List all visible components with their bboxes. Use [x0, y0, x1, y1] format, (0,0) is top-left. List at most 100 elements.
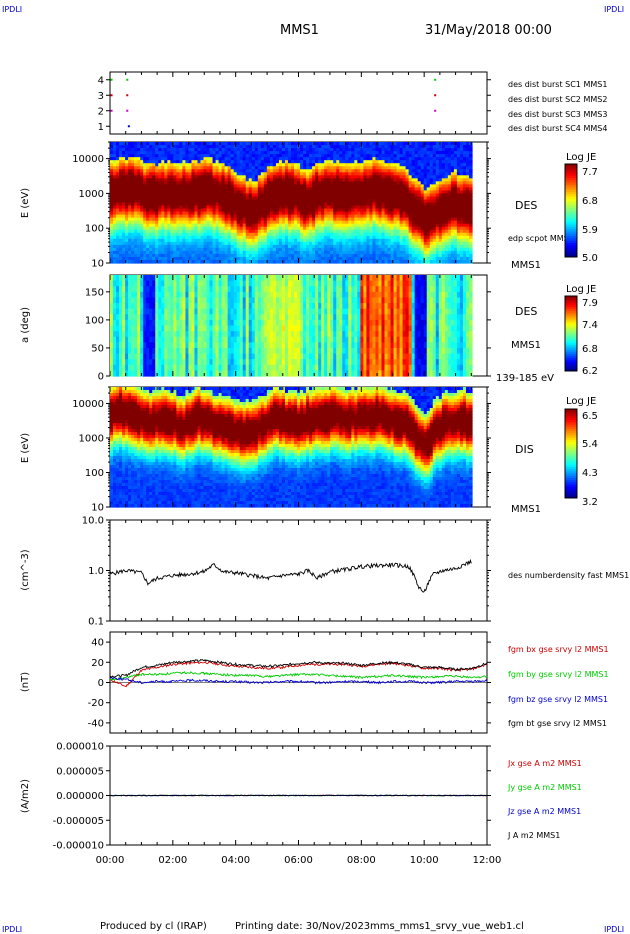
spectrogram-cell — [224, 142, 229, 146]
spectrogram-cell — [170, 241, 174, 246]
spectrogram-cell — [233, 247, 238, 252]
spectrogram-cell — [143, 199, 147, 204]
spectrogram-cell — [131, 223, 135, 228]
spectrogram-cell — [131, 154, 135, 158]
spectrogram-cell — [125, 238, 129, 243]
spectrogram-cell — [197, 148, 202, 152]
spectrogram-cell — [215, 196, 220, 201]
spectrogram-cell — [266, 244, 271, 249]
spectrogram-cell — [140, 229, 144, 234]
spectrogram-cell — [158, 235, 162, 240]
spectrogram-cell — [224, 160, 229, 164]
spectrogram-cell — [215, 178, 220, 182]
spectrogram-cell — [239, 199, 244, 204]
spectrogram-cell — [200, 145, 205, 149]
spectrogram-cell — [239, 259, 244, 264]
spectrogram-cell — [149, 238, 153, 243]
spectrogram-cell — [224, 259, 229, 264]
spectrogram-cell — [140, 235, 144, 240]
spectrogram-cell — [209, 247, 214, 252]
spectrogram-cell — [218, 205, 223, 210]
spectrogram-cell — [167, 175, 171, 179]
spectrogram-cell — [269, 196, 274, 201]
spectrogram-cell — [266, 142, 271, 146]
spectrogram-cell — [137, 232, 141, 237]
spectrogram-cell — [203, 172, 208, 176]
spectrogram-cell — [191, 253, 196, 258]
spectrogram-cell — [164, 250, 168, 255]
spectrogram-cell — [131, 232, 135, 237]
spectrogram-cell — [173, 217, 177, 222]
spectrogram-cell — [125, 226, 129, 231]
spectrogram-cell — [137, 256, 141, 261]
spectrogram-cell — [215, 241, 220, 246]
spectrogram-cell — [170, 253, 174, 258]
mission-title: MMS1 — [280, 23, 319, 38]
spectrogram-cell — [266, 184, 271, 188]
spectrogram-cell — [134, 202, 138, 207]
spectrogram-cell — [113, 244, 117, 249]
spectrogram-cell — [200, 259, 205, 264]
spectrogram-cell — [236, 229, 241, 234]
spectrogram-cell — [113, 241, 117, 246]
spectrogram-cell — [173, 169, 177, 173]
spectrogram-cell — [185, 172, 190, 176]
spectrogram-cell — [191, 163, 196, 167]
spectrogram-cell — [125, 145, 129, 149]
spectrogram-cell — [245, 154, 250, 158]
spectrogram-cell — [173, 247, 177, 252]
spectrogram-cell — [110, 259, 114, 264]
spectrogram-cell — [164, 226, 168, 231]
spectrogram-cell — [224, 190, 229, 195]
spectrogram-cell — [194, 145, 199, 149]
spectrogram-cell — [209, 187, 214, 191]
spectrogram-cell — [275, 187, 280, 191]
spectrogram-cell — [206, 160, 211, 164]
spectrogram-cell — [140, 211, 144, 216]
spectrogram-cell — [260, 184, 265, 188]
spectrogram-cell — [143, 259, 147, 264]
legend-burst-sc1: des dist burst SC1 MMS1 — [508, 80, 607, 89]
spectrogram-cell — [191, 166, 196, 170]
spectrogram-cell — [230, 142, 235, 146]
spectrogram-cell — [227, 220, 232, 225]
spectrogram-cell — [185, 166, 190, 170]
spectrogram-cell — [128, 226, 132, 231]
spectrogram-cell — [230, 229, 235, 234]
spectrogram-cell — [212, 172, 217, 176]
spectrogram-cell — [263, 199, 268, 204]
spectrogram-cell — [251, 238, 256, 243]
spectrogram-cell — [233, 196, 238, 201]
spectrogram-cell — [185, 205, 190, 210]
spectrogram-cell — [134, 160, 138, 164]
spectrogram-cell — [200, 244, 205, 249]
spectrogram-cell — [113, 148, 117, 152]
spectrogram-cell — [149, 160, 153, 164]
spectrogram-cell — [272, 223, 277, 228]
spectrogram-cell — [134, 163, 138, 167]
spectrogram-cell — [176, 241, 180, 246]
spectrogram-cell — [191, 220, 196, 225]
spectrogram-cell — [203, 190, 208, 195]
spectrogram-cell — [194, 157, 199, 161]
spectrogram-cell — [257, 175, 262, 179]
spectrogram-cell — [143, 145, 147, 149]
spectrogram-cell — [149, 205, 153, 210]
spectrogram-cell — [143, 220, 147, 225]
spectrogram-cell — [212, 235, 217, 240]
spectrogram-cell — [170, 208, 174, 213]
spectrogram-cell — [131, 259, 135, 264]
spectrogram-cell — [185, 202, 190, 207]
spectrogram-cell — [269, 253, 274, 258]
spectrogram-cell — [215, 259, 220, 264]
spectrogram-cell — [131, 142, 135, 146]
spectrogram-cell — [209, 193, 214, 198]
spectrogram-cell — [161, 196, 165, 201]
spectrogram-cell — [152, 214, 156, 219]
spectrogram-cell — [149, 256, 153, 261]
spectrogram-cell — [110, 196, 114, 201]
spectrogram-cell — [158, 187, 162, 191]
spectrogram-cell — [233, 172, 238, 176]
des-energy-colorbar-tick: 5.9 — [582, 225, 598, 236]
spectrogram-cell — [173, 154, 177, 158]
